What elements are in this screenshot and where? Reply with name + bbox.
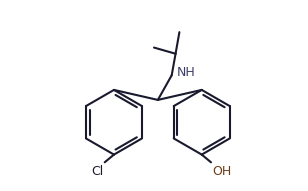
Text: NH: NH — [176, 66, 195, 79]
Text: Cl: Cl — [91, 165, 103, 178]
Text: OH: OH — [213, 165, 232, 178]
